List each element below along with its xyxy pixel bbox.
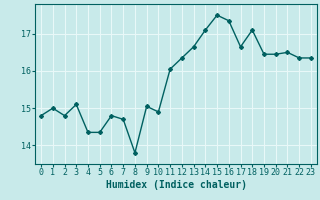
X-axis label: Humidex (Indice chaleur): Humidex (Indice chaleur): [106, 180, 246, 190]
